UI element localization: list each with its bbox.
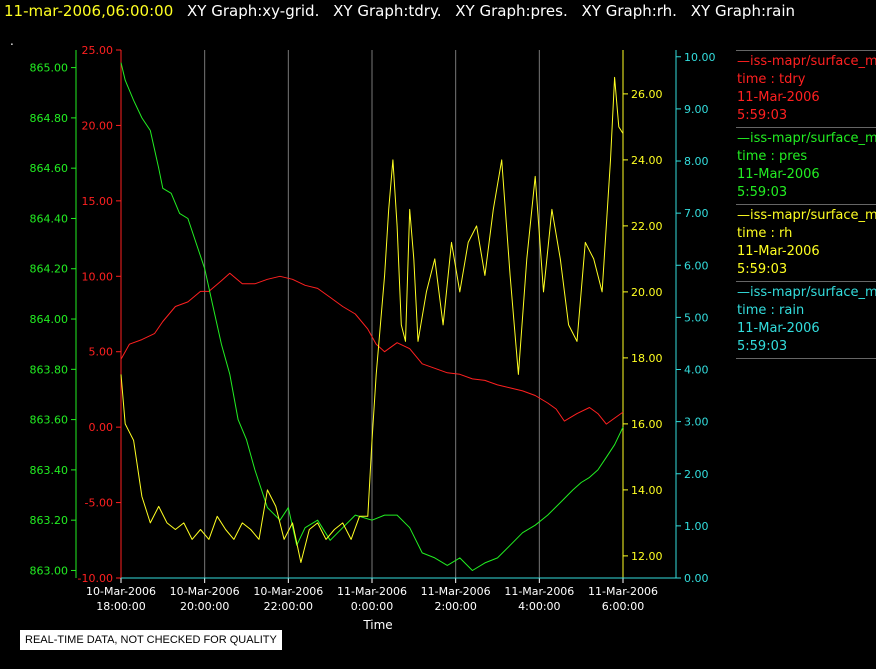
rain-tick-label: 7.00	[684, 207, 709, 220]
rh-tick-label: 16.00	[631, 418, 663, 431]
legend-item-rain: —iss-mapr/surface_m time : rain 11-Mar-2…	[736, 281, 876, 359]
time-tick-time: 2:00:00	[434, 600, 476, 613]
rain-tick-label: 3.00	[684, 416, 709, 429]
legend-time: 5:59:03	[737, 108, 788, 123]
legend-source: —iss-mapr/surface_m	[737, 54, 876, 69]
tdry-tick-label: -5.00	[85, 497, 113, 510]
pres-tick-label: 864.80	[30, 112, 69, 125]
legend-source: —iss-mapr/surface_m	[737, 208, 876, 223]
tdry-tick-label: -10.00	[78, 572, 113, 585]
pres-tick-label: 863.60	[30, 414, 69, 427]
pres-tick-label: 863.20	[30, 514, 69, 527]
tdry-tick-label: 10.00	[82, 270, 114, 283]
tdry-tick-label: 5.00	[89, 346, 114, 359]
pres-tick-label: 863.00	[30, 564, 69, 577]
pres-tick-label: 864.20	[30, 263, 69, 276]
graph-marker: .	[10, 34, 14, 48]
rain-tick-label: 4.00	[684, 364, 709, 377]
legend-date: 11-Mar-2006	[737, 167, 820, 182]
rh-series-line	[120, 76, 624, 563]
time-tick-date: 10-Mar-2006	[253, 585, 323, 598]
legend-time: 5:59:03	[737, 339, 788, 354]
time-tick-date: 10-Mar-2006	[170, 585, 240, 598]
tdry-tick-label: 15.00	[82, 195, 114, 208]
graph-name-tdry: XY Graph:tdry.	[333, 2, 442, 20]
graph-name-xy-grid: XY Graph:xy-grid.	[187, 2, 320, 20]
pres-tick-label: 864.60	[30, 162, 69, 175]
legend-variable: time : pres	[737, 149, 808, 164]
tdry-series-line	[120, 272, 624, 425]
time-tick-time: 6:00:00	[602, 600, 644, 613]
rain-tick-label: 1.00	[684, 520, 709, 533]
graph-name-rain: XY Graph:rain	[690, 2, 796, 20]
time-tick-date: 11-Mar-2006	[504, 585, 574, 598]
time-tick-date: 11-Mar-2006	[337, 585, 407, 598]
legend-source: —iss-mapr/surface_m	[737, 285, 876, 300]
legend-date: 11-Mar-2006	[737, 90, 820, 105]
rain-tick-label: 5.00	[684, 311, 709, 324]
legend-item-tdry: —iss-mapr/surface_m time : tdry 11-Mar-2…	[736, 50, 876, 127]
time-tick-time: 4:00:00	[518, 600, 560, 613]
graph-name-pres: XY Graph:pres.	[455, 2, 568, 20]
time-tick-date: 11-Mar-2006	[588, 585, 658, 598]
rh-tick-label: 26.00	[631, 88, 663, 101]
rh-tick-label: 12.00	[631, 550, 663, 563]
legend-date: 11-Mar-2006	[737, 321, 820, 336]
rain-tick-label: 10.00	[684, 51, 716, 64]
time-axis-label: Time	[362, 618, 392, 632]
time-tick-time: 18:00:00	[96, 600, 145, 613]
time-tick-time: 20:00:00	[180, 600, 229, 613]
legend-variable: time : rain	[737, 303, 805, 318]
rain-tick-label: 2.00	[684, 468, 709, 481]
legend-date: 11-Mar-2006	[737, 244, 820, 259]
rh-tick-label: 14.00	[631, 484, 663, 497]
legend-time: 5:59:03	[737, 185, 788, 200]
rain-tick-label: 6.00	[684, 259, 709, 272]
rh-tick-label: 24.00	[631, 154, 663, 167]
time-tick-time: 22:00:00	[264, 600, 313, 613]
pres-tick-label: 863.40	[30, 464, 69, 477]
rain-tick-label: 0.00	[684, 572, 709, 585]
time-tick-date: 11-Mar-2006	[421, 585, 491, 598]
tdry-tick-label: 25.00	[82, 44, 114, 57]
legend: —iss-mapr/surface_m time : tdry 11-Mar-2…	[736, 50, 876, 359]
time-tick-date: 10-Mar-2006	[86, 585, 156, 598]
tdry-tick-label: 0.00	[89, 421, 114, 434]
quality-notice: REAL-TIME DATA, NOT CHECKED FOR QUALITY	[20, 630, 282, 650]
rain-tick-label: 8.00	[684, 155, 709, 168]
time-tick-time: 0:00:00	[351, 600, 393, 613]
legend-variable: time : tdry	[737, 72, 806, 87]
legend-item-rh: —iss-mapr/surface_m time : rh 11-Mar-200…	[736, 204, 876, 281]
pres-series-line	[120, 62, 624, 571]
legend-variable: time : rh	[737, 226, 793, 241]
pres-tick-label: 864.00	[30, 313, 69, 326]
pres-tick-label: 864.40	[30, 212, 69, 225]
rain-tick-label: 9.00	[684, 103, 709, 116]
pres-tick-label: 863.80	[30, 363, 69, 376]
graph-title-bar: 11-mar-2006,06:00:00 XY Graph:xy-grid. X…	[4, 2, 804, 20]
legend-source: —iss-mapr/surface_m	[737, 131, 876, 146]
tdry-tick-label: 20.00	[82, 119, 114, 132]
rh-tick-label: 22.00	[631, 220, 663, 233]
rh-tick-label: 18.00	[631, 352, 663, 365]
legend-item-pres: —iss-mapr/surface_m time : pres 11-Mar-2…	[736, 127, 876, 204]
legend-time: 5:59:03	[737, 262, 788, 277]
rh-tick-label: 20.00	[631, 286, 663, 299]
graph-timestamp: 11-mar-2006,06:00:00	[4, 2, 174, 20]
graph-name-rh: XY Graph:rh.	[581, 2, 677, 20]
pres-tick-label: 865.00	[30, 62, 69, 75]
